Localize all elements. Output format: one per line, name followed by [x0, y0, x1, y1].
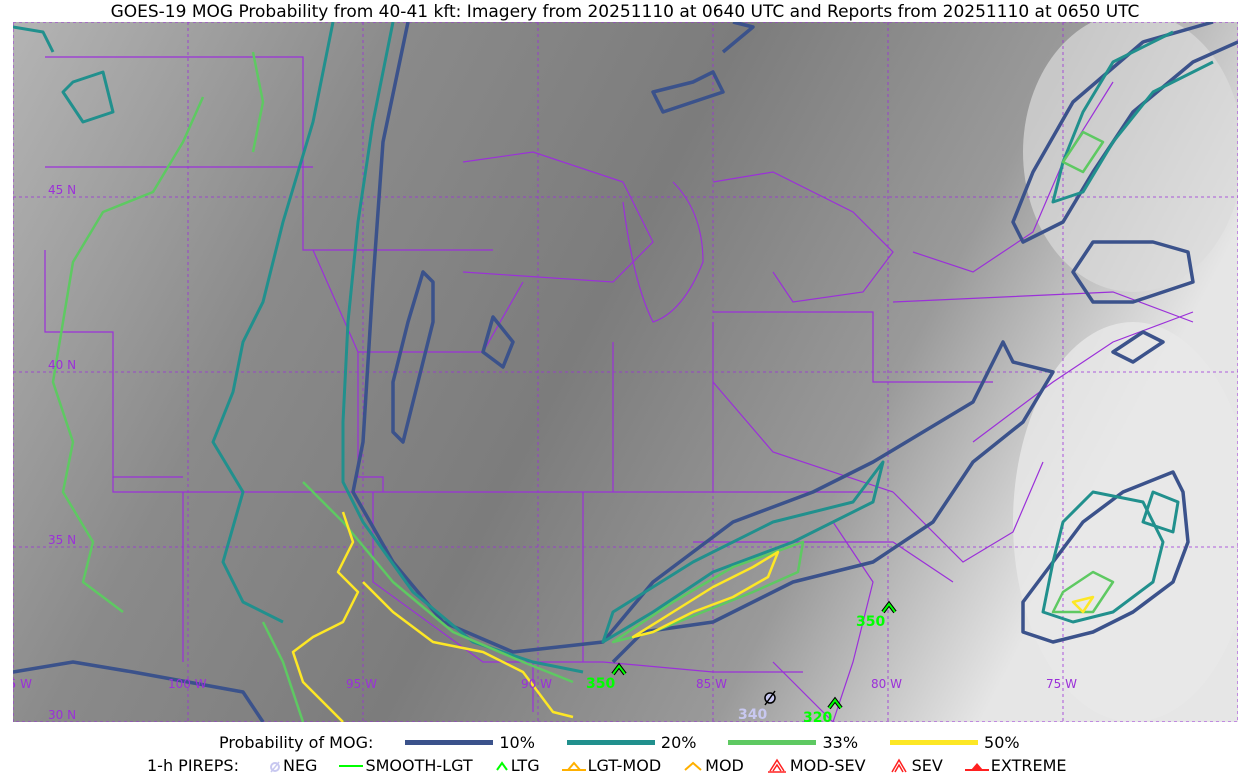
- lon-label: 95 W: [346, 677, 377, 691]
- legend-label: SMOOTH-LGT: [365, 756, 473, 775]
- legend-label: NEG: [282, 756, 318, 775]
- double-caret-bar-icon: [767, 758, 786, 773]
- legend-item-50: 50%: [890, 733, 1020, 752]
- contour-50-percent: [291, 511, 1095, 722]
- lon-label: 05 W: [13, 677, 32, 691]
- lon-label: 85 W: [696, 677, 727, 691]
- legend-label: MOD: [705, 756, 744, 775]
- legend-label: 10%: [499, 733, 535, 752]
- legend-mod: MOD: [683, 756, 744, 775]
- line-icon: [339, 764, 364, 767]
- legend-label: EXTREME: [990, 756, 1067, 775]
- contour-10-percent: [13, 22, 1238, 722]
- legend-extreme: EXTREME: [964, 756, 1067, 775]
- cloud-band: [1023, 22, 1238, 292]
- legend-sev: SEV: [888, 756, 943, 775]
- legend-label: LTG: [510, 756, 540, 775]
- double-caret-icon: [890, 758, 907, 772]
- legend-label: 50%: [984, 733, 1020, 752]
- caret-icon: [495, 760, 508, 771]
- legend-label: LGT-MOD: [587, 756, 662, 775]
- lon-label: 100 W: [168, 677, 207, 691]
- contour-20-percent: [13, 22, 1214, 674]
- lon-labels: 05 W 100 W 95 W 90 W 85 W 80 W 75 W: [13, 677, 1077, 691]
- pirep-altitude: 320: [803, 710, 832, 722]
- lat-label: 45 N: [48, 183, 76, 197]
- pirep-neg[interactable]: 340: [738, 690, 776, 722]
- pirep-markers: 350 350 340 320: [586, 600, 897, 722]
- legend-lgt-mod: LGT-MOD: [561, 756, 662, 775]
- filled-triangle-icon: [964, 762, 989, 771]
- pirep-legend: 1-h PIREPS: NEG SMOOTH-LGT LTG LGT-MOD M…: [0, 756, 1250, 775]
- lat-label: 35 N: [48, 533, 76, 547]
- legend-neg: NEG: [269, 756, 317, 775]
- legend-swatch: [890, 740, 979, 745]
- pirep-altitude: 350: [856, 614, 885, 630]
- satellite-map: 05 W 100 W 95 W 90 W 85 W 80 W 75 W 45 N…: [13, 22, 1238, 722]
- legend-item-33: 33%: [728, 733, 858, 752]
- legend-label: 33%: [822, 733, 859, 752]
- legend-swatch: [405, 740, 494, 745]
- legend-item-20: 20%: [566, 733, 697, 752]
- lon-label: 80 W: [871, 677, 902, 691]
- lat-labels: 45 N 40 N 35 N 30 N: [48, 183, 76, 722]
- legend-label: 20%: [660, 733, 697, 752]
- probability-legend-label: Probability of MOG:: [219, 733, 374, 752]
- legend-swatch: [728, 740, 817, 745]
- lon-label: 75 W: [1046, 677, 1077, 691]
- state-borders: [44, 56, 1194, 722]
- legend-item-10: 10%: [405, 733, 535, 752]
- caret-icon: [684, 761, 702, 771]
- legend-smooth-lgt: SMOOTH-LGT: [339, 756, 473, 775]
- pirep-altitude: 340: [738, 707, 767, 722]
- contour-33-percent: [51, 51, 1115, 722]
- pirep-ltg[interactable]: 350: [856, 600, 897, 630]
- pirep-ltg[interactable]: 320: [803, 696, 843, 722]
- pirep-altitude: 350: [586, 676, 615, 692]
- legend-ltg: LTG: [495, 756, 540, 775]
- neg-circle-slash-icon: [269, 761, 280, 772]
- legend-swatch: [566, 740, 655, 745]
- pirep-ltg[interactable]: 350: [586, 662, 627, 692]
- lat-label: 30 N: [48, 708, 76, 722]
- probability-legend: Probability of MOG: 10% 20% 33% 50%: [0, 733, 1250, 752]
- lat-label: 40 N: [48, 358, 76, 372]
- pirep-legend-label: 1-h PIREPS:: [147, 756, 239, 775]
- lon-label: 90 W: [521, 677, 552, 691]
- caret-bar-icon: [561, 760, 586, 771]
- legend-label: SEV: [911, 756, 943, 775]
- figure-title: GOES-19 MOG Probability from 40-41 kft: …: [110, 2, 1140, 22]
- legend-label: MOD-SEV: [789, 756, 866, 775]
- legend-mod-sev: MOD-SEV: [766, 756, 866, 775]
